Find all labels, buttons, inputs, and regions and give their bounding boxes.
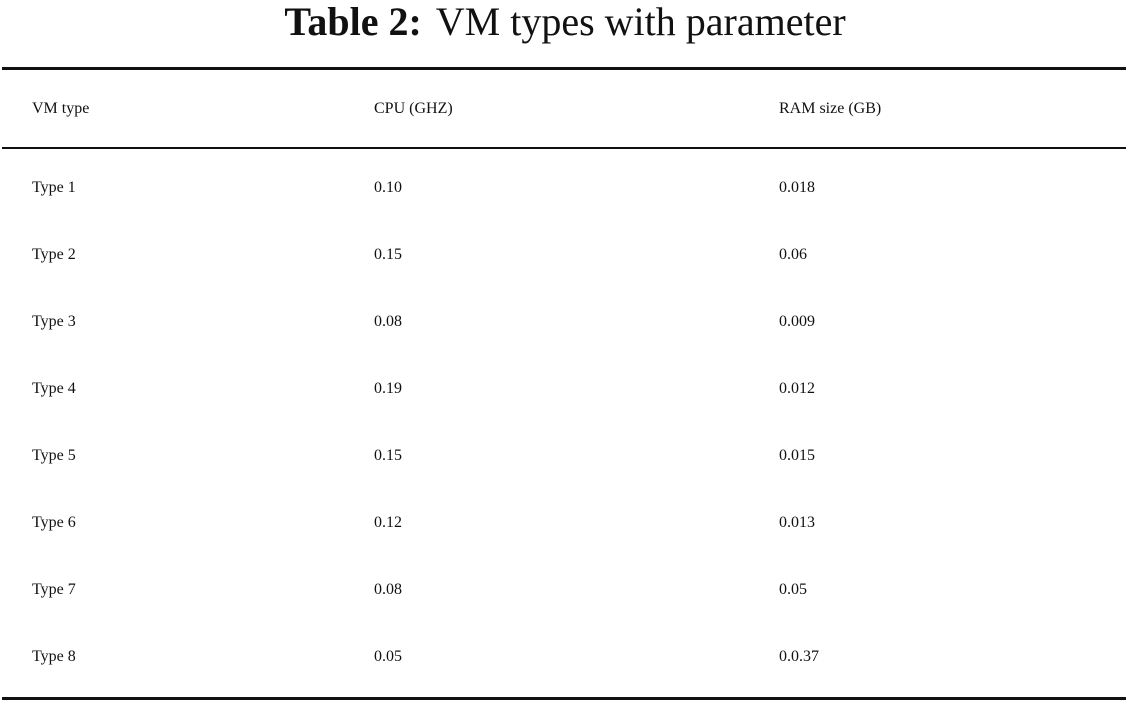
table-cell: 0.19 bbox=[374, 380, 402, 397]
table-cell: 0.018 bbox=[779, 179, 815, 196]
table-caption-label: Table 2: bbox=[284, 0, 422, 44]
table-cell: 0.08 bbox=[374, 313, 402, 330]
table-cell: 0.013 bbox=[779, 514, 815, 531]
header-cell-cpu: CPU (GHZ) bbox=[374, 100, 453, 117]
table-caption-text: VM types with parameter bbox=[435, 0, 846, 44]
table-cell: 0.015 bbox=[779, 447, 815, 464]
table-cell: 0.10 bbox=[374, 179, 402, 196]
table-cell: 0.08 bbox=[374, 581, 402, 598]
table-top-rule bbox=[2, 67, 1126, 70]
table-cell: Type 2 bbox=[32, 246, 76, 263]
table-cell: Type 5 bbox=[32, 447, 76, 464]
table-cell: 0.05 bbox=[779, 581, 807, 598]
table-bottom-rule bbox=[2, 697, 1126, 700]
table-cell: 0.12 bbox=[374, 514, 402, 531]
table-header-rule bbox=[2, 147, 1126, 149]
table-cell: 0.012 bbox=[779, 380, 815, 397]
header-cell-vm-type: VM type bbox=[32, 100, 90, 117]
table-cell: Type 8 bbox=[32, 648, 76, 665]
table-cell: 0.15 bbox=[374, 447, 402, 464]
table-cell: 0.05 bbox=[374, 648, 402, 665]
table-cell: Type 7 bbox=[32, 581, 76, 598]
table-cell: Type 3 bbox=[32, 313, 76, 330]
table-cell: Type 1 bbox=[32, 179, 76, 196]
header-cell-ram: RAM size (GB) bbox=[779, 100, 882, 117]
table-cell: Type 6 bbox=[32, 514, 76, 531]
table-caption: Table 2: VM types with parameter bbox=[0, 0, 1130, 44]
table-cell: 0.06 bbox=[779, 246, 807, 263]
table-cell: 0.15 bbox=[374, 246, 402, 263]
table-cell: 0.009 bbox=[779, 313, 815, 330]
table-cell: 0.0.37 bbox=[779, 648, 819, 665]
table-cell: Type 4 bbox=[32, 380, 76, 397]
